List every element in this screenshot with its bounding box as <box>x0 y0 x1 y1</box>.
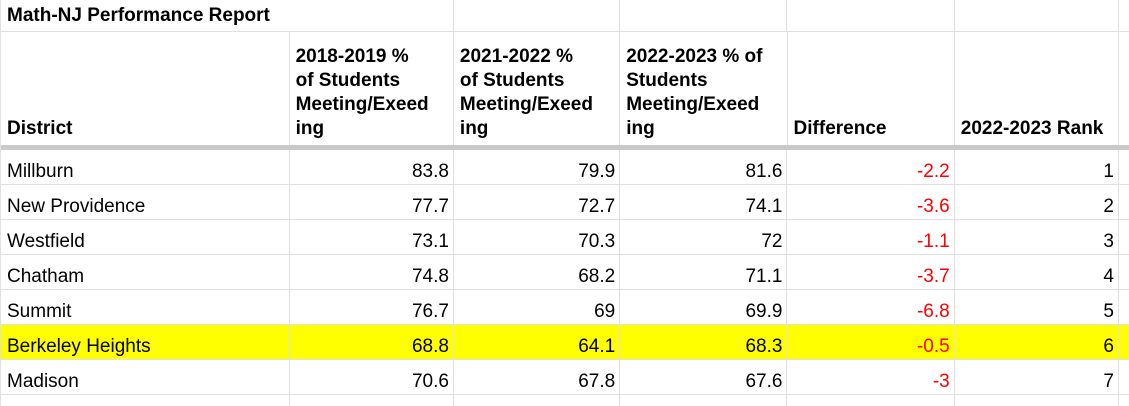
empty-cell[interactable] <box>454 0 621 31</box>
cell-difference[interactable]: -1.1 <box>787 220 955 254</box>
empty-cell[interactable] <box>290 395 454 406</box>
cell-rank[interactable]: 4 <box>955 255 1119 289</box>
empty-cell[interactable] <box>1 395 290 406</box>
cell-pct-2022-2023[interactable]: 72 <box>620 220 788 254</box>
empty-cell[interactable] <box>454 395 621 406</box>
cell-district[interactable]: Westfield <box>1 220 290 254</box>
cell-pct-2018-2019[interactable]: 77.7 <box>290 185 454 219</box>
cell-difference[interactable]: -6.8 <box>787 290 955 324</box>
empty-cell[interactable] <box>1119 290 1129 324</box>
column-header-2018-2019-pct[interactable]: 2018-2019 % of Students Meeting/Exeeding <box>290 32 454 145</box>
table-row-millburn: Millburn 83.8 79.9 81.6 -2.2 1 <box>1 150 1129 185</box>
empty-cell[interactable] <box>1119 32 1129 145</box>
cell-pct-2022-2023[interactable]: 68.3 <box>620 325 788 359</box>
empty-cell[interactable] <box>787 0 955 31</box>
column-header-2022-2023-pct[interactable]: 2022-2023 % of Students Meeting/Exeeding <box>620 32 788 145</box>
column-header-difference[interactable]: Difference <box>788 32 955 145</box>
cell-pct-2018-2019[interactable]: 76.7 <box>290 290 454 324</box>
column-header-district[interactable]: District <box>1 32 290 145</box>
frozen-row-divider <box>1 145 1129 150</box>
cell-district[interactable]: Madison <box>1 360 290 394</box>
table-row-berkeley-heights-highlighted: Berkeley Heights 68.8 64.1 68.3 -0.5 6 <box>1 325 1129 360</box>
cell-district[interactable]: Summit <box>1 290 290 324</box>
empty-cell[interactable] <box>1119 395 1129 406</box>
cell-difference[interactable]: -3.7 <box>787 255 955 289</box>
cell-pct-2018-2019[interactable]: 70.6 <box>290 360 454 394</box>
empty-cell[interactable] <box>787 395 955 406</box>
table-row-clipped <box>1 395 1129 406</box>
cell-rank[interactable]: 3 <box>955 220 1119 254</box>
cell-pct-2022-2023[interactable]: 74.1 <box>620 185 788 219</box>
cell-pct-2021-2022[interactable]: 69 <box>454 290 621 324</box>
table-row-westfield: Westfield 73.1 70.3 72 -1.1 3 <box>1 220 1129 255</box>
table-row-summit: Summit 76.7 69 69.9 -6.8 5 <box>1 290 1129 325</box>
cell-district[interactable]: New Providence <box>1 185 290 219</box>
title-row: Math-NJ Performance Report <box>1 0 1129 32</box>
header-row: District 2018-2019 % of Students Meeting… <box>1 32 1129 145</box>
cell-pct-2018-2019[interactable]: 74.8 <box>290 255 454 289</box>
cell-rank[interactable]: 5 <box>955 290 1119 324</box>
cell-district[interactable]: Berkeley Heights <box>1 325 290 359</box>
table-row-chatham: Chatham 74.8 68.2 71.1 -3.7 4 <box>1 255 1129 290</box>
cell-district[interactable]: Chatham <box>1 255 290 289</box>
cell-pct-2021-2022[interactable]: 72.7 <box>454 185 621 219</box>
cell-pct-2021-2022[interactable]: 70.3 <box>454 220 621 254</box>
empty-cell[interactable] <box>620 395 788 406</box>
cell-difference[interactable]: -2.2 <box>787 150 955 184</box>
cell-difference[interactable]: -3 <box>787 360 955 394</box>
empty-cell[interactable] <box>620 0 788 31</box>
column-header-2021-2022-pct[interactable]: 2021-2022 % of Students Meeting/Exeeding <box>454 32 621 145</box>
cell-pct-2021-2022[interactable]: 67.8 <box>454 360 621 394</box>
empty-cell[interactable] <box>955 395 1119 406</box>
cell-pct-2021-2022[interactable]: 68.2 <box>454 255 621 289</box>
cell-district[interactable]: Millburn <box>1 150 290 184</box>
cell-pct-2022-2023[interactable]: 69.9 <box>620 290 788 324</box>
empty-cell[interactable] <box>1119 150 1129 184</box>
cell-pct-2018-2019[interactable]: 83.8 <box>290 150 454 184</box>
column-header-2022-2023-rank[interactable]: 2022-2023 Rank <box>955 32 1119 145</box>
table-row-madison: Madison 70.6 67.8 67.6 -3 7 <box>1 360 1129 395</box>
empty-cell[interactable] <box>1119 185 1129 219</box>
cell-rank[interactable]: 6 <box>954 325 1119 359</box>
cell-pct-2022-2023[interactable]: 71.1 <box>620 255 788 289</box>
cell-difference[interactable]: -3.6 <box>787 185 955 219</box>
cell-rank[interactable]: 1 <box>955 150 1119 184</box>
cell-pct-2021-2022[interactable]: 79.9 <box>454 150 621 184</box>
cell-pct-2022-2023[interactable]: 81.6 <box>620 150 788 184</box>
cell-rank[interactable]: 7 <box>955 360 1119 394</box>
empty-cell[interactable] <box>955 0 1119 31</box>
cell-pct-2022-2023[interactable]: 67.6 <box>620 360 788 394</box>
table-row-new-providence: New Providence 77.7 72.7 74.1 -3.6 2 <box>1 185 1129 220</box>
cell-pct-2018-2019[interactable]: 73.1 <box>290 220 454 254</box>
cell-pct-2021-2022[interactable]: 64.1 <box>453 325 621 359</box>
report-title-cell[interactable]: Math-NJ Performance Report <box>1 0 454 31</box>
cell-difference[interactable]: -0.5 <box>787 325 955 359</box>
empty-cell[interactable] <box>1118 325 1129 359</box>
cell-pct-2018-2019[interactable]: 68.8 <box>289 325 454 359</box>
cell-rank[interactable]: 2 <box>955 185 1119 219</box>
empty-cell[interactable] <box>1119 360 1129 394</box>
empty-cell[interactable] <box>1119 255 1129 289</box>
report-title: Math-NJ Performance Report <box>7 5 270 26</box>
empty-cell[interactable] <box>1119 0 1129 31</box>
empty-cell[interactable] <box>1119 220 1129 254</box>
